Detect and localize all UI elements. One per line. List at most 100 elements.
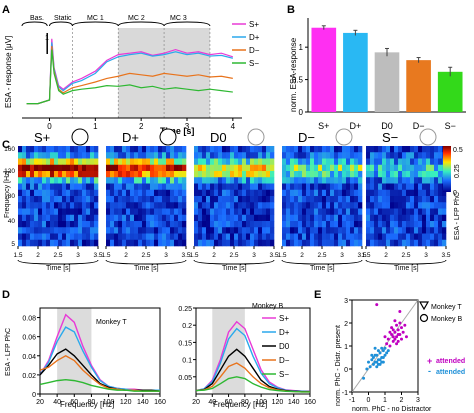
heatmap-cell [142,152,147,159]
heatmap-cell [26,152,31,159]
heatmap-cell [226,196,231,203]
heatmap-cell [214,152,219,159]
heatmap-cell [26,202,31,209]
heatmap-cell [410,171,415,178]
heatmap-cell [338,233,343,241]
heatmap-cell [78,183,83,191]
heatmap-cell [338,214,343,222]
heatmap-cell [314,164,319,172]
heatmap-cell [238,221,243,228]
heatmap-cell [182,158,187,166]
colorbar [443,146,451,192]
heatmap-cell [386,202,391,209]
heatmap-cell [210,221,215,228]
heatmap-cell [174,239,179,247]
scatter-point [396,333,400,336]
heatmap-cell [66,196,71,203]
heatmap-cell [142,202,147,209]
heatmap-cell [58,221,63,228]
heatmap-cell [82,227,87,234]
x-tick-label: 20 [192,399,200,406]
heatmap-cell [130,189,135,197]
heatmap-cell [390,214,395,222]
heatmap-cell [366,196,371,203]
heatmap-cell [442,208,447,216]
heatmap-cell [330,183,335,191]
heatmap-cell [142,177,147,184]
heatmap-cell [34,146,39,153]
heatmap-cell [30,202,35,209]
heatmap-cell [90,196,95,203]
heatmap-cell [118,221,123,228]
heatmap-cell [54,233,59,241]
heatmap-cell [166,196,171,203]
heatmap-cell [302,183,307,191]
heatmap-cell [306,158,311,166]
heatmap-cell [222,202,227,209]
heatmap-cell [418,239,423,247]
heatmap-cell [306,221,311,228]
heatmap-cell [382,146,387,153]
heatmap-cell [354,164,359,172]
heatmap-cell [202,177,207,184]
plot-frame [195,307,311,395]
heatmap-cell [422,202,427,209]
panel-a-xlabel: Time [s] [160,126,194,136]
heatmap-cell [262,189,267,197]
x-tick-label: 120 [120,399,132,406]
heatmap-cell [258,183,263,191]
heatmap-cell [290,208,295,216]
heatmap-cell [346,171,351,178]
heatmap-cell [286,221,291,228]
heatmap-cell [86,208,91,216]
heatmap-cell [246,202,251,209]
heatmap-cell [110,239,115,247]
heatmap-cell [130,221,135,228]
heatmap-cell [346,208,351,216]
heatmap-cell [266,146,271,153]
heatmap-cell [370,233,375,241]
x-tick-label: 40 [53,399,61,406]
heatmap-cell [346,233,351,241]
y-tick-label: 160 [4,146,15,153]
heatmap-cell [130,239,135,247]
heatmap-cell [198,152,203,159]
heatmap-cell [146,177,151,184]
heatmap-cell [178,239,183,247]
heatmap-cell [246,233,251,241]
heatmap-cell [334,189,339,197]
heatmap-cell [90,208,95,216]
heatmap-cell [242,152,247,159]
heatmap-cell [74,239,79,247]
heatmap-cell [202,239,207,247]
heatmap-cell [94,196,99,203]
heatmap-cell [430,202,435,209]
heatmap-cell [426,214,431,222]
heatmap-cell [174,158,179,166]
heatmap-cell [162,152,167,159]
heatmap-cell [374,233,379,241]
heatmap-cell [174,221,179,228]
x-tick-label: 4 [231,122,236,131]
heatmap-cell [66,183,71,191]
heatmap-cell [230,233,235,241]
heatmap-cell [150,183,155,191]
heatmap-cell [70,171,75,178]
heatmap-cell [386,233,391,241]
heatmap-cell [242,233,247,241]
heatmap-cell [26,208,31,216]
heatmap-cell [394,146,399,153]
heatmap-cell [182,233,187,241]
heatmap-cell [34,183,39,191]
heatmap-cell [370,196,375,203]
heatmap-cell [346,202,351,209]
heatmap-cell [182,239,187,247]
heatmap-cell [94,146,99,153]
scatter-point [378,358,382,362]
heatmap-cell [262,146,267,153]
heatmap-cell [394,208,399,216]
heatmap-cell [306,233,311,241]
heatmap-cell [250,146,255,153]
heatmap-cell [130,202,135,209]
heatmap-cell [286,183,291,191]
